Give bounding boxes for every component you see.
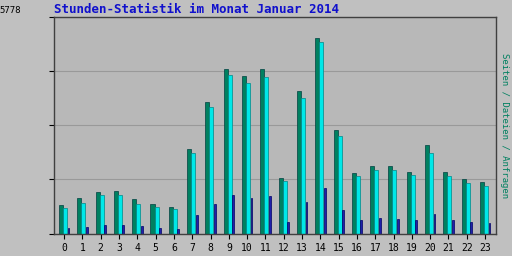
Bar <box>118 195 122 233</box>
Bar <box>250 198 252 233</box>
Bar <box>187 149 191 233</box>
Bar <box>356 176 360 233</box>
Bar <box>209 107 214 233</box>
Bar <box>173 209 177 233</box>
Bar <box>63 208 67 233</box>
Bar <box>224 69 228 233</box>
Bar <box>301 98 305 233</box>
Bar <box>242 76 246 233</box>
Bar <box>279 178 283 233</box>
Bar <box>342 210 344 233</box>
Bar <box>443 172 447 233</box>
Bar <box>86 227 88 233</box>
Bar <box>59 205 63 233</box>
Bar <box>159 228 161 233</box>
Bar <box>484 186 488 233</box>
Bar <box>462 179 466 233</box>
Bar <box>415 220 417 233</box>
Bar <box>434 215 436 233</box>
Bar <box>132 199 136 233</box>
Bar <box>470 222 472 233</box>
Bar <box>114 191 118 233</box>
Bar <box>337 135 342 233</box>
Bar <box>136 204 140 233</box>
Bar <box>480 182 484 233</box>
Bar <box>411 175 415 233</box>
Bar <box>283 181 287 233</box>
Text: 5778: 5778 <box>0 6 21 15</box>
Bar <box>228 75 232 233</box>
Bar <box>269 196 271 233</box>
Bar <box>306 202 307 233</box>
Bar <box>452 220 454 233</box>
Bar <box>169 207 173 233</box>
Bar <box>297 91 301 233</box>
Bar <box>96 192 100 233</box>
Bar <box>81 202 86 233</box>
Bar <box>397 219 399 233</box>
Bar <box>379 218 380 233</box>
Bar <box>196 215 198 233</box>
Bar <box>122 225 124 233</box>
Y-axis label: Seiten / Dateien / Anfragen: Seiten / Dateien / Anfragen <box>500 53 509 198</box>
Bar <box>393 169 396 233</box>
Bar <box>429 153 433 233</box>
Bar <box>214 204 216 233</box>
Bar <box>104 225 106 233</box>
Bar <box>389 166 393 233</box>
Bar <box>407 172 411 233</box>
Bar <box>374 169 378 233</box>
Bar <box>370 166 374 233</box>
Bar <box>352 173 356 233</box>
Bar <box>260 69 264 233</box>
Bar <box>315 38 319 233</box>
Text: Stunden-Statistik im Monat Januar 2014: Stunden-Statistik im Monat Januar 2014 <box>54 3 339 16</box>
Bar <box>205 102 209 233</box>
Bar <box>232 195 234 233</box>
Bar <box>151 204 155 233</box>
Bar <box>324 188 326 233</box>
Bar <box>155 207 159 233</box>
Bar <box>319 42 323 233</box>
Bar <box>447 176 452 233</box>
Bar <box>68 228 70 233</box>
Bar <box>246 83 250 233</box>
Bar <box>177 229 179 233</box>
Bar <box>264 77 268 233</box>
Bar <box>425 145 429 233</box>
Bar <box>333 130 337 233</box>
Bar <box>77 198 81 233</box>
Bar <box>191 153 195 233</box>
Bar <box>141 227 143 233</box>
Bar <box>466 183 470 233</box>
Bar <box>488 223 490 233</box>
Bar <box>287 222 289 233</box>
Bar <box>100 195 103 233</box>
Bar <box>360 220 362 233</box>
